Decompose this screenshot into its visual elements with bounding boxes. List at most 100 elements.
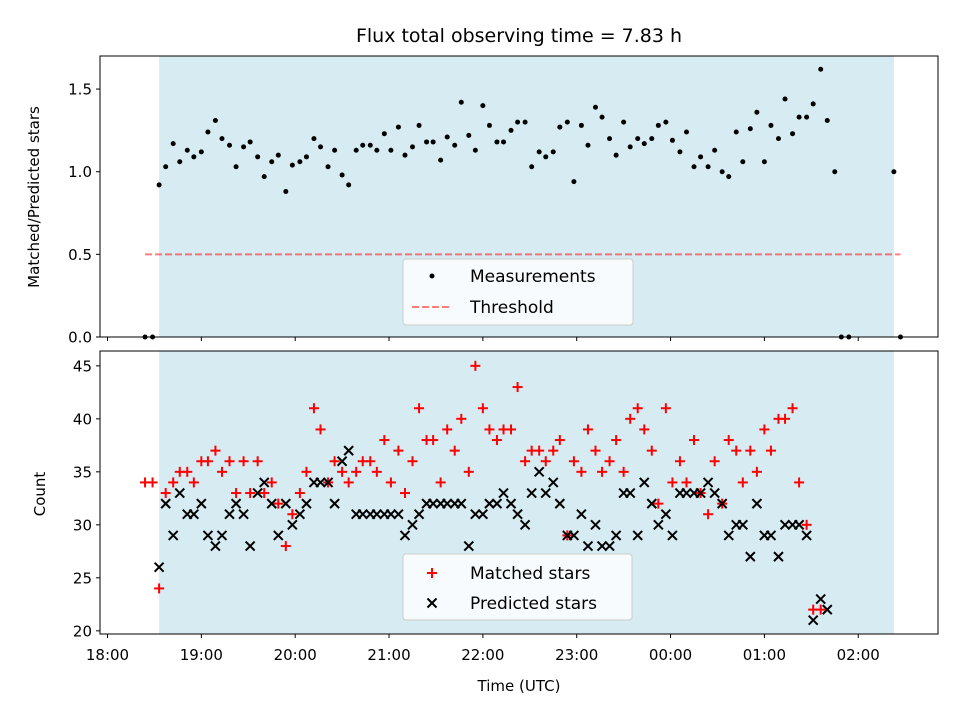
predicted-star-marker — [807, 615, 819, 626]
marker-stroke — [807, 615, 819, 626]
y-tick-label: 0.0 — [68, 329, 92, 347]
marker-stroke — [456, 498, 467, 509]
measurement-point — [740, 159, 746, 165]
matched-star-marker — [582, 424, 593, 435]
predicted-star-marker — [188, 509, 200, 520]
marker-stroke — [371, 509, 383, 520]
bottom-plot-frame — [99, 350, 939, 635]
marker-stroke — [765, 530, 777, 541]
matched-star-marker — [576, 466, 587, 477]
marker-stroke — [280, 498, 292, 509]
measurement-point — [458, 99, 464, 105]
matched-star-marker — [456, 413, 467, 424]
marker-stroke — [576, 509, 587, 520]
measurement-point — [691, 164, 697, 170]
top-y-axis-label: Matched/Predicted stars — [25, 106, 43, 288]
marker-stroke — [745, 551, 756, 562]
marker-stroke — [477, 509, 489, 520]
matched-star-marker — [343, 477, 354, 488]
measurement-point — [184, 147, 190, 153]
predicted-star-marker — [822, 604, 833, 615]
predicted-star-marker — [259, 477, 270, 488]
predicted-star-marker — [399, 530, 411, 541]
measurement-point — [522, 119, 528, 125]
matched-star-marker — [168, 477, 179, 488]
marker-stroke — [512, 509, 523, 520]
marker-stroke — [224, 509, 235, 520]
predicted-star-marker — [596, 540, 608, 552]
predicted-star-marker — [336, 456, 348, 467]
marker-stroke — [716, 498, 728, 509]
measurement-point — [416, 122, 422, 128]
marker-stroke — [498, 487, 509, 499]
matched-star-marker — [787, 403, 798, 414]
matched-star-marker — [815, 604, 826, 615]
predicted-star-marker — [343, 445, 354, 456]
predicted-star-marker — [477, 509, 489, 520]
measurement-point — [663, 119, 669, 125]
marker-stroke — [160, 498, 171, 509]
matched-star-marker — [646, 445, 657, 456]
marker-stroke — [413, 509, 425, 520]
marker-stroke — [526, 487, 537, 499]
predicted-star-marker — [456, 498, 467, 509]
matched-star-marker — [449, 445, 460, 456]
marker-stroke — [266, 498, 277, 509]
measurement-point — [255, 154, 261, 160]
marker-stroke — [322, 477, 334, 488]
marker-stroke — [773, 551, 784, 562]
marker-stroke — [407, 519, 418, 531]
measurement-point — [177, 159, 183, 165]
measurement-point — [599, 114, 605, 120]
marker-stroke — [519, 519, 531, 531]
predicted-star-marker — [442, 498, 453, 509]
matched-star-marker — [534, 445, 545, 456]
predicted-star-marker — [653, 519, 664, 531]
matched-star-marker — [604, 456, 615, 467]
marker-stroke — [315, 477, 326, 488]
matched-star-marker — [238, 456, 249, 467]
predicted-star-marker — [252, 487, 263, 499]
measurement-point — [790, 131, 796, 137]
matched-star-marker — [801, 519, 812, 530]
measurement-point — [247, 139, 253, 145]
marker-stroke — [230, 498, 242, 509]
predicted-star-marker — [624, 487, 636, 499]
marker-stroke — [646, 498, 657, 509]
measurement-point — [466, 132, 472, 138]
measurement-point — [402, 152, 408, 158]
matched-star-marker — [393, 445, 404, 456]
x-tick-label: 22:00 — [461, 646, 504, 664]
predicted-star-marker — [582, 540, 594, 552]
matched-star-marker — [745, 445, 756, 456]
matched-star-marker — [731, 445, 742, 456]
measurement-point — [698, 154, 704, 160]
matched-star-marker — [273, 498, 284, 509]
bottom-legend: Matched stars Predicted stars — [402, 553, 633, 621]
measurement-point — [303, 154, 309, 160]
marker-stroke — [463, 540, 475, 552]
measurement-point — [824, 117, 830, 123]
legend-frame — [402, 258, 634, 326]
matched-star-marker — [709, 456, 720, 467]
predicted-star-marker — [505, 498, 517, 509]
marker-stroke — [632, 530, 643, 541]
matched-star-marker — [540, 456, 551, 467]
predicted-star-marker — [590, 519, 601, 531]
marker-stroke — [590, 519, 601, 531]
matched-star-marker — [231, 488, 242, 499]
y-tick-label: 45 — [73, 357, 92, 375]
predicted-star-marker — [463, 540, 475, 552]
matched-star-marker — [625, 413, 636, 424]
matched-star-marker — [399, 488, 410, 499]
marker-stroke — [252, 487, 263, 499]
measurement-point — [409, 144, 415, 150]
matched-star-marker — [597, 466, 608, 477]
marker-stroke — [667, 530, 678, 541]
top-plot-frame — [99, 55, 939, 338]
matched-star-marker — [639, 424, 650, 435]
matched-star-marker — [520, 456, 531, 467]
predicted-star-marker — [526, 487, 537, 499]
marker-stroke — [568, 530, 580, 541]
matched-star-marker — [512, 382, 523, 393]
